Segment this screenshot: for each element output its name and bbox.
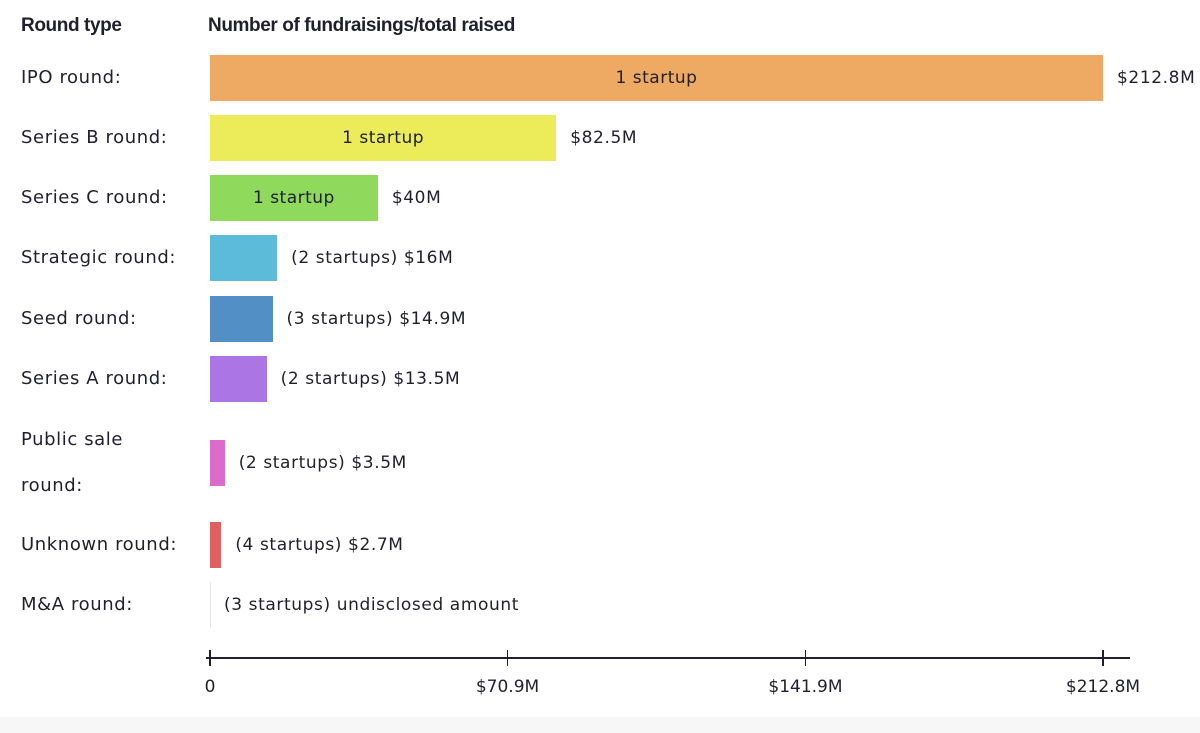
bar-value-label: $40M bbox=[391, 188, 442, 208]
bar-value-label: (3 startups) undisclosed amount bbox=[224, 595, 519, 615]
x-axis-tick bbox=[506, 650, 509, 666]
bar-value-label: (3 startups) $14.9M bbox=[286, 309, 467, 329]
fundraising-header: Number of fundraisings/total raised bbox=[208, 15, 515, 36]
zero-bar-marker bbox=[210, 582, 211, 628]
bar: 1 startup bbox=[210, 175, 378, 221]
category-label: IPO round: bbox=[21, 67, 122, 88]
category-label: Seed round: bbox=[21, 308, 137, 329]
category-label: Public sale round: bbox=[21, 429, 124, 496]
bar bbox=[210, 440, 225, 486]
bar bbox=[210, 296, 273, 342]
category-label: Unknown round: bbox=[21, 534, 178, 555]
round-type-header: Round type bbox=[21, 15, 122, 36]
bar bbox=[210, 356, 267, 402]
bar-value-label: $82.5M bbox=[570, 128, 638, 148]
bar-inside-label: 1 startup bbox=[342, 128, 425, 148]
x-axis-tick bbox=[1102, 650, 1104, 666]
x-axis-line bbox=[206, 657, 1130, 659]
x-axis-tick bbox=[804, 650, 807, 666]
category-label: M&A round: bbox=[21, 594, 133, 615]
bar-value-label: $212.8M bbox=[1117, 68, 1196, 88]
footer-band bbox=[0, 717, 1200, 733]
bar bbox=[210, 522, 222, 568]
bar-value-label: (2 startups) $13.5M bbox=[280, 369, 461, 389]
x-axis-tick-label: $212.8M bbox=[1065, 677, 1141, 697]
bar-value-label: (4 startups) $2.7M bbox=[235, 535, 404, 555]
x-axis-tick-label: 0 bbox=[204, 677, 216, 697]
category-label: Series A round: bbox=[21, 368, 168, 389]
bar-value-label: (2 startups) $3.5M bbox=[238, 453, 407, 473]
bar bbox=[210, 235, 278, 281]
bar-inside-label: 1 startup bbox=[252, 188, 335, 208]
bar: 1 startup bbox=[210, 55, 1103, 101]
bar-inside-label: 1 startup bbox=[615, 68, 698, 88]
bar: 1 startup bbox=[210, 115, 557, 161]
category-label: Strategic round: bbox=[21, 247, 177, 268]
category-label: Series C round: bbox=[21, 187, 168, 208]
x-axis-tick-label: $141.9M bbox=[768, 677, 843, 697]
category-label: Series B round: bbox=[21, 127, 168, 148]
x-axis-tick-label: $70.9M bbox=[475, 677, 540, 697]
x-axis-tick bbox=[209, 650, 211, 666]
bar-value-label: (2 startups) $16M bbox=[291, 248, 454, 268]
